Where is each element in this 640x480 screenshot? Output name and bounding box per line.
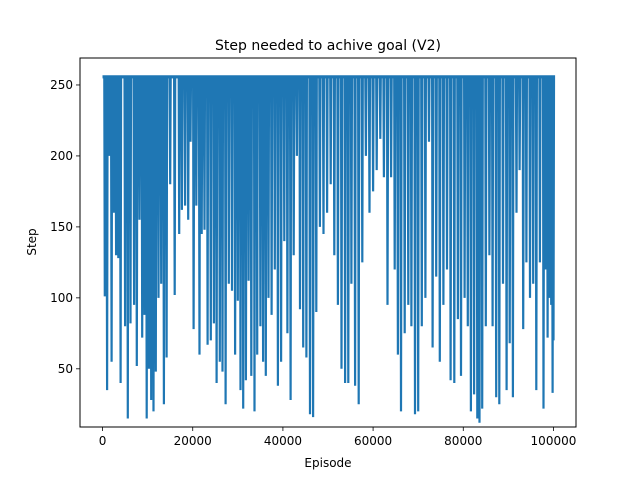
chart-title: Step needed to achive goal (V2) [215,38,441,54]
x-tick-label: 100000 [531,434,577,448]
y-axis: 50 100 150 200 250 [50,78,80,376]
series-baseline [102,76,554,79]
axes-frame [79,57,577,428]
x-tick-label: 20000 [174,434,212,448]
y-tick-label: 150 [50,220,73,234]
y-tick-label: 250 [50,78,73,92]
x-axis: 0 20000 40000 60000 80000 100000 [99,427,577,448]
y-tick-label: 200 [50,149,73,163]
x-tick-label: 60000 [354,434,392,448]
plot-area [102,75,556,423]
x-tick-label: 80000 [444,434,482,448]
series-line [102,75,556,423]
y-axis-label: Step [25,228,39,255]
x-tick-label: 40000 [264,434,302,448]
y-tick-label: 50 [58,362,73,376]
x-tick-label: 0 [99,434,107,448]
y-tick-label: 100 [50,291,73,305]
x-axis-label: Episode [304,456,351,470]
